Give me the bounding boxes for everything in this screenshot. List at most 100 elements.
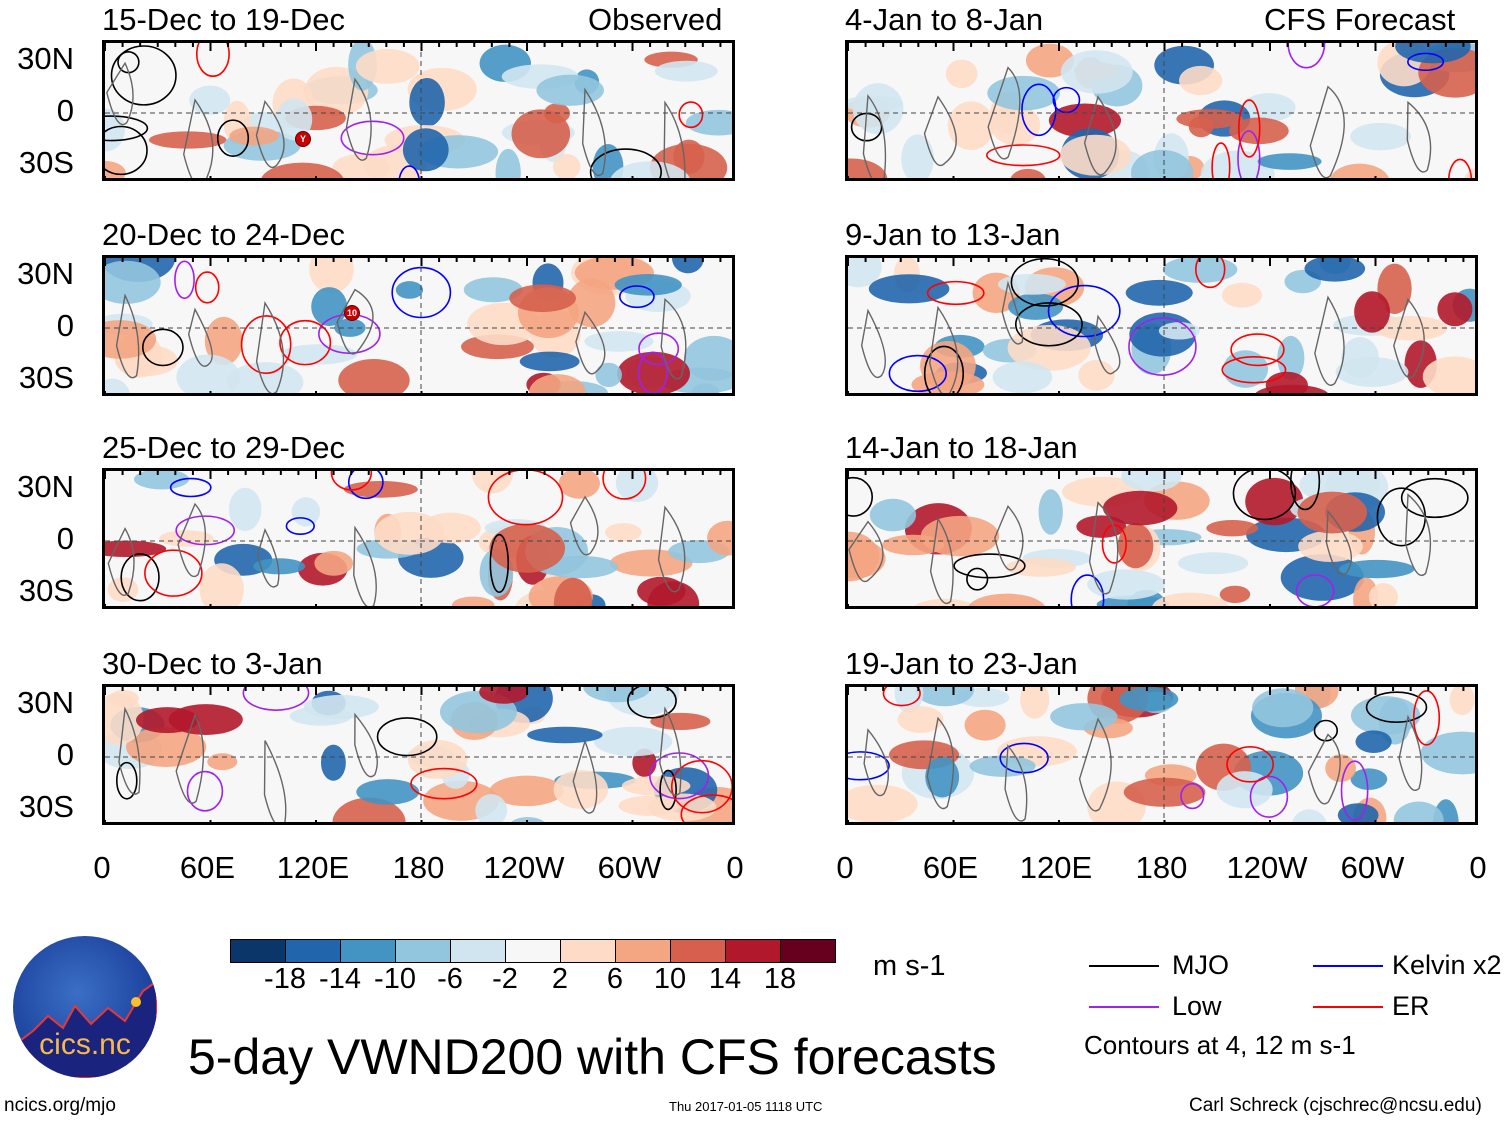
panel-title: 30-Dec to 3-Jan <box>102 646 323 681</box>
coastline <box>115 293 140 379</box>
anomaly-blob <box>997 273 1066 295</box>
contour-line <box>848 751 890 781</box>
contour-line <box>1052 86 1081 114</box>
anomaly-blob <box>1087 569 1165 600</box>
lon-label: 180 <box>392 850 445 885</box>
contour-line <box>340 120 405 156</box>
anomaly-blob <box>253 558 306 575</box>
forecast-label: CFS Forecast <box>1264 2 1456 37</box>
panel-title: 19-Jan to 23-Jan <box>845 646 1078 681</box>
coastline <box>923 95 957 167</box>
anomaly-blob <box>1437 292 1473 327</box>
contour-line <box>1287 43 1326 69</box>
anomaly-blob <box>621 776 691 796</box>
lon-label: 0 <box>836 850 854 885</box>
anomaly-blob <box>1176 109 1243 129</box>
anomaly-blob <box>593 726 673 757</box>
legend-kelvin-line <box>1313 965 1383 967</box>
anomaly-blob <box>584 331 654 352</box>
coastline <box>659 706 682 796</box>
panel-title: 15-Dec to 19-Dec <box>102 2 345 37</box>
anomaly-blob <box>848 539 886 579</box>
tropical-cyclone-icon: 10 <box>344 305 360 321</box>
anomaly-blob <box>1121 471 1182 492</box>
legend-mjo-line <box>1089 965 1159 967</box>
colorbar-swatch <box>726 940 781 962</box>
map-panel <box>102 684 735 825</box>
colorbar-swatch <box>671 940 726 962</box>
anomaly-blob <box>1117 523 1154 569</box>
coastline <box>862 94 887 178</box>
contour-line <box>1047 284 1121 338</box>
anomaly-blob <box>610 161 690 178</box>
contour-line <box>1014 302 1083 347</box>
anomaly-blob <box>671 258 704 274</box>
anomaly-blob <box>567 278 616 328</box>
lon-label: 180 <box>1135 850 1188 885</box>
anomaly-blob <box>987 75 1060 111</box>
contour-line <box>195 43 230 78</box>
anomaly-blob <box>1422 356 1475 393</box>
anomaly-blob <box>915 687 975 707</box>
anomaly-blob <box>553 577 593 606</box>
lat-label: 30S <box>18 145 74 180</box>
contour-line <box>194 271 220 304</box>
contour-line <box>1232 471 1297 521</box>
coastline <box>987 66 1021 160</box>
anomaly-blob <box>199 563 244 606</box>
anomaly-blob <box>107 577 139 602</box>
anomaly-blob <box>1355 730 1392 753</box>
coastline <box>663 100 686 178</box>
anomaly-blob <box>332 153 391 178</box>
cics-logo: cics.nc <box>13 936 157 1078</box>
contour-line <box>966 567 989 591</box>
contour-line <box>659 769 677 811</box>
anomaly-blob <box>148 131 227 149</box>
anomaly-blob <box>529 374 586 393</box>
map-field <box>105 43 732 178</box>
anomaly-blob <box>519 351 580 372</box>
colorbar-swatch <box>451 940 506 962</box>
anomaly-blob <box>1229 117 1289 145</box>
map-field <box>105 471 732 606</box>
anomaly-blob <box>536 74 604 106</box>
coastline <box>183 98 214 178</box>
contour-line <box>1180 782 1205 810</box>
contour-line <box>888 354 947 393</box>
anomaly-blob <box>1304 258 1366 282</box>
anomaly-blob <box>451 596 495 606</box>
lat-label: 30S <box>18 360 74 395</box>
anomaly-blob <box>617 351 691 393</box>
lat-label: 30N <box>17 41 74 76</box>
anomaly-blob <box>604 523 642 542</box>
anomaly-blob <box>848 95 903 112</box>
anomaly-blob <box>1178 65 1223 96</box>
map-panel <box>845 468 1478 609</box>
coastline <box>107 527 135 596</box>
anomaly-blob <box>1158 322 1200 340</box>
contour-line <box>1412 690 1441 746</box>
contour-line <box>285 517 315 535</box>
coastline <box>926 716 955 810</box>
lon-label: 120W <box>1226 850 1308 885</box>
colorbar-label: 14 <box>708 963 742 995</box>
anomaly-blob <box>683 335 732 381</box>
lon-label: 120E <box>276 850 350 885</box>
coastline <box>336 288 374 355</box>
logo-text: cics.nc <box>39 1028 131 1061</box>
contour-line <box>1021 83 1057 137</box>
coastline <box>263 740 287 822</box>
coastline <box>848 520 884 583</box>
anomaly-blob <box>1297 491 1368 534</box>
colorbar-swatch <box>506 940 561 962</box>
contour-line <box>953 553 1026 579</box>
anomaly-blob <box>168 704 243 735</box>
anomaly-blob <box>228 487 262 532</box>
legend-er-line <box>1313 1006 1383 1008</box>
colorbar-label: -2 <box>492 963 518 995</box>
anomaly-blob <box>1265 371 1308 393</box>
tropical-cyclone-icon: Y <box>295 131 311 147</box>
colorbar-swatch <box>781 940 835 962</box>
anomaly-blob <box>1076 515 1127 538</box>
anomaly-blob <box>1038 489 1063 535</box>
